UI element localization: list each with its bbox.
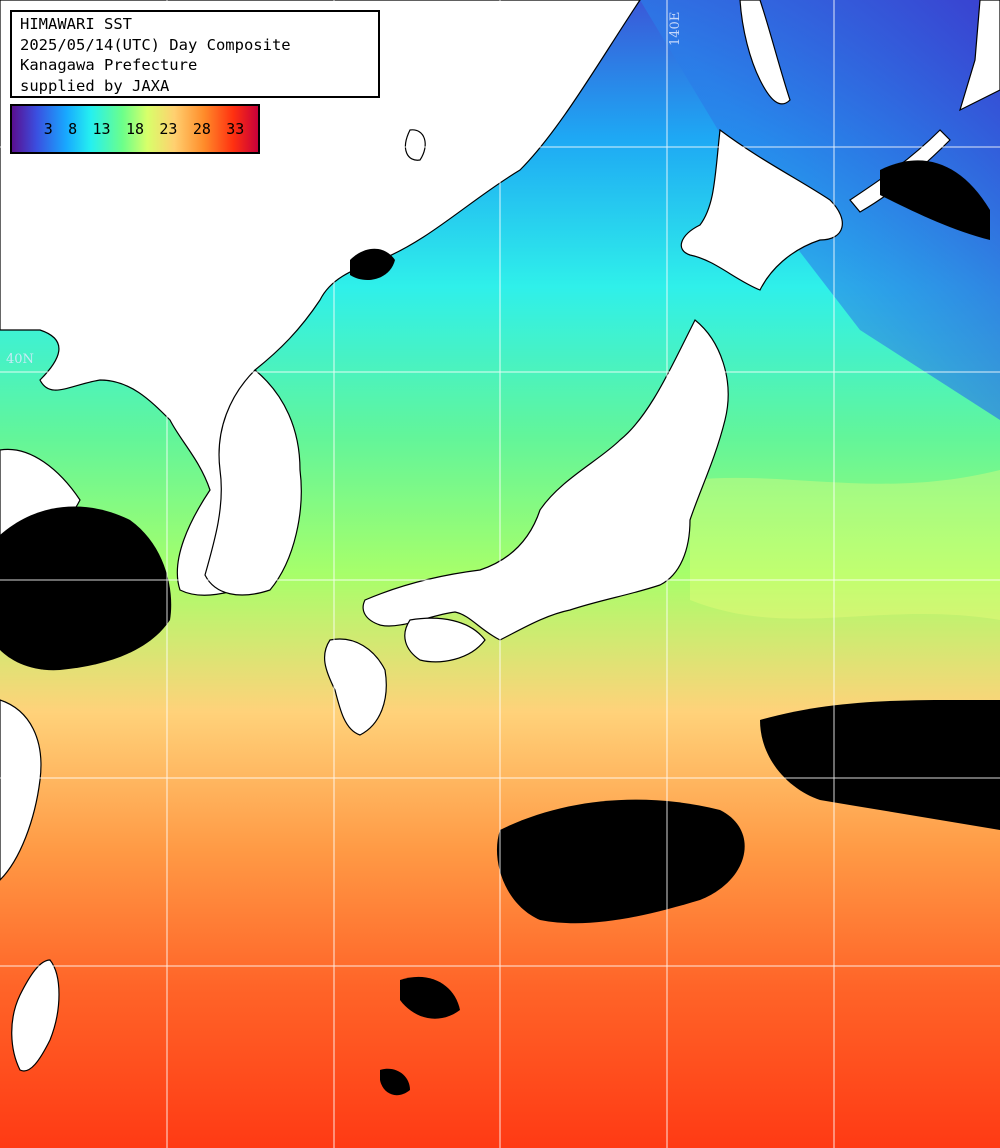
colorbar-tick: 23 — [159, 120, 178, 138]
cloud-cover — [0, 160, 1000, 1096]
warm-current-band — [690, 470, 1000, 620]
korea-peninsula — [204, 369, 302, 596]
colorbar-tick: 13 — [92, 120, 111, 138]
cloud-pacific-east — [760, 700, 1000, 830]
oki-island — [405, 129, 426, 161]
northeast-coast — [959, 0, 1000, 112]
longitude-label: 140E — [668, 11, 683, 46]
colorbar-tick: 8 — [68, 120, 78, 138]
colorbar-tick: 33 — [226, 120, 245, 138]
shikoku — [404, 617, 486, 663]
product-title: HIMAWARI SST — [20, 15, 132, 33]
colorbar-ticks: 3 8 13 18 23 28 33 — [12, 106, 258, 152]
date-label: 2025/05/14(UTC) Day Composite — [20, 35, 291, 54]
cloud-sea-of-japan — [350, 248, 395, 280]
cloud-okhotsk — [880, 160, 990, 240]
taiwan — [11, 959, 60, 1072]
china-south-coast — [0, 699, 42, 881]
cloud-small-1 — [400, 976, 460, 1019]
region-label: Kanagawa Prefecture — [20, 56, 198, 74]
sakhalin — [739, 0, 791, 105]
cloud-yellow-sea — [0, 506, 172, 671]
hokkaido — [680, 128, 843, 291]
cloud-small-2 — [380, 1068, 410, 1096]
kyushu — [323, 638, 387, 736]
honshu — [362, 319, 729, 641]
latitude-label: 40N — [6, 352, 34, 367]
colorbar-tick: 3 — [43, 120, 53, 138]
colorbar-tick: 18 — [125, 120, 144, 138]
cloud-pacific-center — [496, 799, 745, 924]
source-label: supplied by JAXA — [20, 76, 170, 95]
map-info-box: HIMAWARI SST 2025/05/14(UTC) Day Composi… — [10, 10, 380, 98]
colorbar-tick: 28 — [192, 120, 211, 138]
temperature-colorbar: 3 8 13 18 23 28 33 — [10, 104, 260, 154]
